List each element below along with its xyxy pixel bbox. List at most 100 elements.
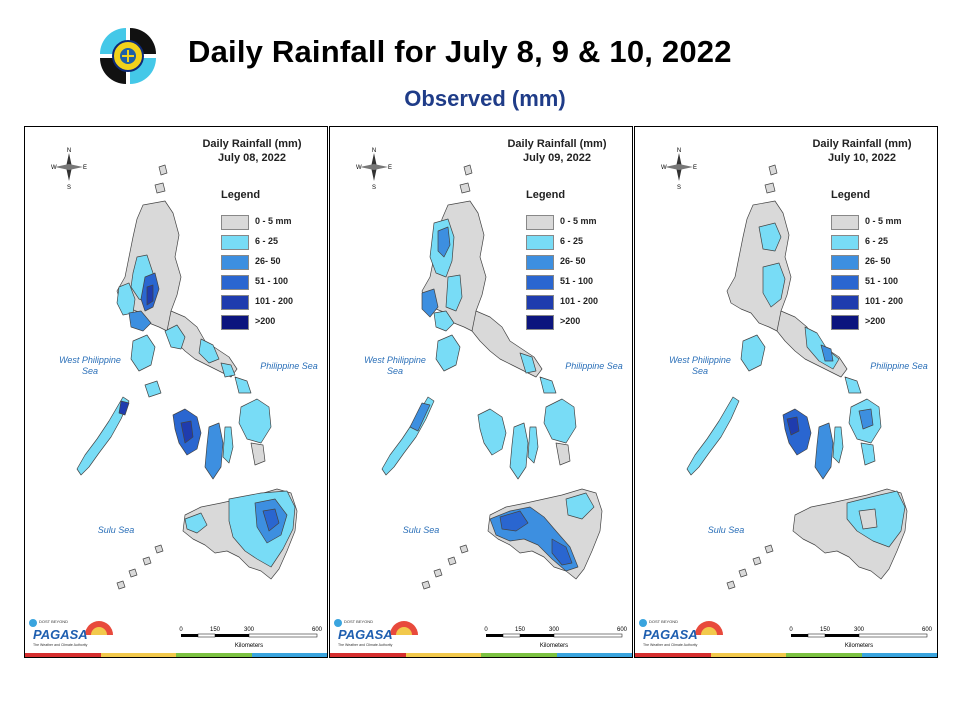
philippines-map <box>381 164 603 590</box>
scale-tick: 300 <box>549 627 560 633</box>
scale-unit: Kilometers <box>540 643 568 649</box>
legend-label: >200 <box>560 316 581 326</box>
pagasa-brand-logo: DOST BEYOND PAGASA The Weather and Clima… <box>334 619 418 647</box>
legend-label: >200 <box>865 316 886 326</box>
legend-label: 101 - 200 <box>560 296 599 306</box>
legend-swatch <box>831 295 859 310</box>
scale-tick: 300 <box>854 627 865 633</box>
legend-swatch <box>831 315 859 330</box>
brand-name: PAGASA <box>643 627 698 642</box>
scale-tick: 600 <box>922 627 933 633</box>
compass-rose-icon: N S W E <box>51 148 87 189</box>
color-strip <box>635 653 937 657</box>
scale-bar: 0 150 300 600 Kilometers <box>789 627 933 649</box>
legend-label: 101 - 200 <box>865 296 904 306</box>
pagasa-brand-logo: DOST BEYOND PAGASA The Weather and Clima… <box>639 619 723 647</box>
sulu-sea-label: Sulu Sea <box>402 525 440 535</box>
scale-tick: 300 <box>244 627 255 633</box>
scale-tick: 150 <box>820 627 831 633</box>
west-philippine-sea-label: West Philippine Sea <box>669 355 731 376</box>
legend-swatch <box>221 255 249 270</box>
brand-top: DOST BEYOND <box>344 619 373 624</box>
legend-label: >200 <box>255 316 276 326</box>
brand-tagline: The Weather and Climate Authority <box>643 643 698 647</box>
compass-e-label: E <box>388 165 392 171</box>
panel-title: Daily Rainfall (mm) July 09, 2022 <box>498 137 616 165</box>
legend-swatch <box>526 275 554 290</box>
panel-title-line1: Daily Rainfall (mm) <box>812 138 912 150</box>
compass-n-label: N <box>677 148 681 154</box>
panel-title-line1: Daily Rainfall (mm) <box>202 138 302 150</box>
compass-s-label: S <box>372 185 376 189</box>
legend-label: 51 - 100 <box>865 276 899 286</box>
compass-w-label: W <box>661 165 667 171</box>
philippine-sea-label: Philippine Sea <box>260 361 318 371</box>
legend-swatch <box>526 215 554 230</box>
legend-swatch <box>526 255 554 270</box>
legend-label: 101 - 200 <box>255 296 294 306</box>
page-title: Daily Rainfall for July 8, 9 & 10, 2022 <box>188 34 732 69</box>
compass-w-label: W <box>356 165 362 171</box>
philippine-sea-label: Philippine Sea <box>565 361 623 371</box>
brand-top: DOST BEYOND <box>39 619 68 624</box>
brand-name: PAGASA <box>33 627 88 642</box>
compass-rose-icon: N S W E <box>356 148 392 189</box>
pagasa-brand-logo: DOST BEYOND PAGASA The Weather and Clima… <box>29 619 113 647</box>
legend-title: Legend <box>831 189 871 201</box>
legend-swatch <box>221 295 249 310</box>
legend-label: 26- 50 <box>560 256 586 266</box>
legend-swatch <box>526 235 554 250</box>
legend-label: 6 - 25 <box>865 236 889 246</box>
legend-swatch <box>831 255 859 270</box>
map-panels: N S W E Daily Rainfall (mm) July 08, 202… <box>24 126 938 658</box>
scale-tick: 0 <box>179 627 183 633</box>
panel-title-line1: Daily Rainfall (mm) <box>507 138 607 150</box>
philippines-map <box>76 164 298 590</box>
brand-top: DOST BEYOND <box>649 619 678 624</box>
panel-date: July 08, 2022 <box>218 152 286 164</box>
legend-swatch <box>526 315 554 330</box>
legend-label: 0 - 5 mm <box>255 216 292 226</box>
scale-bar: 0 150 300 600 Kilometers <box>484 627 627 649</box>
legend-swatch <box>221 275 249 290</box>
scale-unit: Kilometers <box>235 643 263 649</box>
legend-label: 0 - 5 mm <box>560 216 597 226</box>
legend-title: Legend <box>221 189 261 201</box>
legend-swatch <box>831 215 859 230</box>
legend-label: 26- 50 <box>255 256 281 266</box>
scale-bar: 0 150 300 600 Kilometers <box>179 627 323 649</box>
scale-tick: 600 <box>312 627 323 633</box>
philippine-sea-label: Philippine Sea <box>870 361 928 371</box>
legend-label: 51 - 100 <box>255 276 289 286</box>
map-panel-july-08: N S W E Daily Rainfall (mm) July 08, 202… <box>24 126 328 658</box>
page-subtitle: Observed (mm) <box>404 86 566 111</box>
west-philippine-sea-label: West Philippine Sea <box>59 355 121 376</box>
philippines-map <box>686 164 908 590</box>
color-strip <box>330 653 632 657</box>
legend-swatch <box>526 295 554 310</box>
compass-e-label: E <box>693 165 697 171</box>
compass-s-label: S <box>677 185 681 189</box>
sulu-sea-label: Sulu Sea <box>97 525 135 535</box>
legend-swatch <box>831 275 859 290</box>
legend-swatch <box>221 215 249 230</box>
pagasa-logo <box>96 24 160 88</box>
panel-date: July 09, 2022 <box>523 152 591 164</box>
panel-title: Daily Rainfall (mm) July 08, 2022 <box>193 137 311 165</box>
compass-n-label: N <box>67 148 71 154</box>
legend-swatch <box>831 235 859 250</box>
compass-s-label: S <box>67 185 71 189</box>
legend-label: 6 - 25 <box>560 236 584 246</box>
compass-w-label: W <box>51 165 57 171</box>
legend-label: 6 - 25 <box>255 236 279 246</box>
brand-tagline: The Weather and Climate Authority <box>338 643 393 647</box>
map-panel-july-10: N S W E Daily Rainfall (mm) July 10, 202… <box>634 126 938 658</box>
legend-label: 26- 50 <box>865 256 891 266</box>
legend-label: 0 - 5 mm <box>865 216 902 226</box>
panel-date: July 10, 2022 <box>828 152 896 164</box>
legend-title: Legend <box>526 189 566 201</box>
scale-tick: 0 <box>484 627 488 633</box>
legend-swatch <box>221 235 249 250</box>
legend-swatch <box>221 315 249 330</box>
compass-n-label: N <box>372 148 376 154</box>
